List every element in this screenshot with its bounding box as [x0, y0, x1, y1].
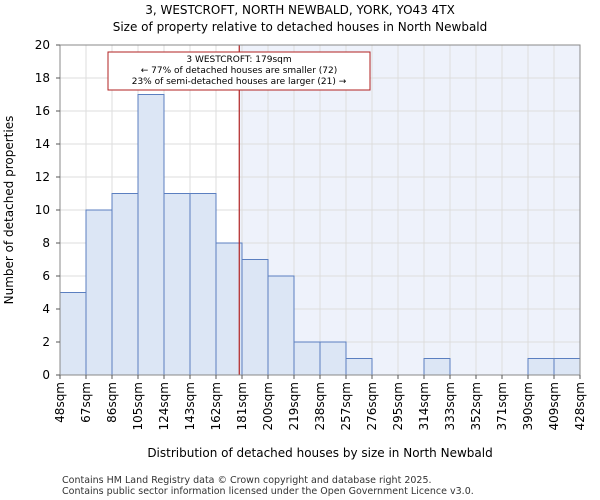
bar-390sqm [527, 358, 555, 376]
bar-181sqm [241, 259, 269, 376]
bar-124sqm [163, 193, 191, 376]
chart-subtitle: Size of property relative to detached ho… [113, 20, 488, 34]
annotation-border [107, 51, 371, 91]
annotation-box: 3 WESTCROFT: 179sqm ← 77% of detached ho… [107, 51, 371, 91]
bar-143sqm [189, 193, 217, 376]
x-tick-label: 86sqm [105, 382, 119, 423]
x-tick-label: 428sqm [573, 382, 587, 430]
x-tick-label: 314sqm [417, 382, 431, 430]
bar-409sqm [553, 358, 581, 376]
x-tick-label: 67sqm [79, 382, 93, 423]
y-tick-label: 14 [35, 137, 50, 151]
y-tick-label: 16 [35, 104, 50, 118]
bar-200sqm [267, 275, 295, 376]
bar-105sqm [137, 94, 165, 376]
y-tick-label: 4 [42, 302, 50, 316]
bar-219sqm [293, 341, 321, 376]
y-tick-label: 10 [35, 203, 50, 217]
x-tick-label: 143sqm [183, 382, 197, 430]
y-tick-label: 0 [42, 368, 50, 382]
x-tick-label: 409sqm [547, 382, 561, 430]
x-tick-label: 48sqm [53, 382, 67, 423]
y-tick-label: 12 [35, 170, 50, 184]
x-tick-label: 162sqm [209, 382, 223, 430]
y-tick-label: 18 [35, 71, 50, 85]
annotation-line-3: 23% of semi-detached houses are larger (… [132, 77, 347, 87]
x-tick-label: 105sqm [131, 382, 145, 430]
x-tick-label: 295sqm [391, 382, 405, 430]
y-tick-label: 8 [42, 236, 50, 250]
x-tick-label: 181sqm [235, 382, 249, 430]
y-tick-label: 20 [35, 38, 50, 52]
y-ticks: 0 2 4 6 8 10 12 14 16 18 20 [35, 38, 60, 382]
x-tick-label: 390sqm [521, 382, 535, 430]
x-tick-label: 371sqm [495, 382, 509, 430]
x-axis-label: Distribution of detached houses by size … [147, 446, 492, 460]
bar-238sqm [319, 341, 347, 376]
x-tick-label: 352sqm [469, 382, 483, 430]
x-tick-label: 238sqm [313, 382, 327, 430]
y-tick-label: 6 [42, 269, 50, 283]
x-tick-label: 257sqm [339, 382, 353, 430]
bar-86sqm [111, 193, 139, 376]
annotation-line-1: 3 WESTCROFT: 179sqm [186, 55, 291, 65]
bars-group [59, 94, 581, 376]
chart-title: 3, WESTCROFT, NORTH NEWBALD, YORK, YO43 … [145, 3, 455, 17]
y-axis-label: Number of detached properties [2, 116, 16, 305]
x-tick-label: 219sqm [287, 382, 301, 430]
x-tick-label: 200sqm [261, 382, 275, 430]
bar-257sqm [345, 358, 373, 376]
footer-line-1: Contains HM Land Registry data © Crown c… [62, 475, 432, 486]
bar-48sqm [59, 292, 87, 376]
y-tick-label: 2 [42, 335, 50, 349]
x-tick-label: 124sqm [157, 382, 171, 430]
bar-314sqm [423, 358, 451, 376]
x-ticks: 48sqm 67sqm 86sqm 105sqm 124sqm 143sqm 162sqm 1… [53, 375, 587, 430]
bar-67sqm [85, 209, 113, 376]
bar-162sqm [215, 242, 243, 376]
annotation-line-2: ← 77% of detached houses are smaller (72… [141, 66, 338, 76]
x-tick-label: 276sqm [365, 382, 379, 430]
x-tick-label: 333sqm [443, 382, 457, 430]
footer-line-2: Contains public sector information licen… [62, 486, 474, 497]
